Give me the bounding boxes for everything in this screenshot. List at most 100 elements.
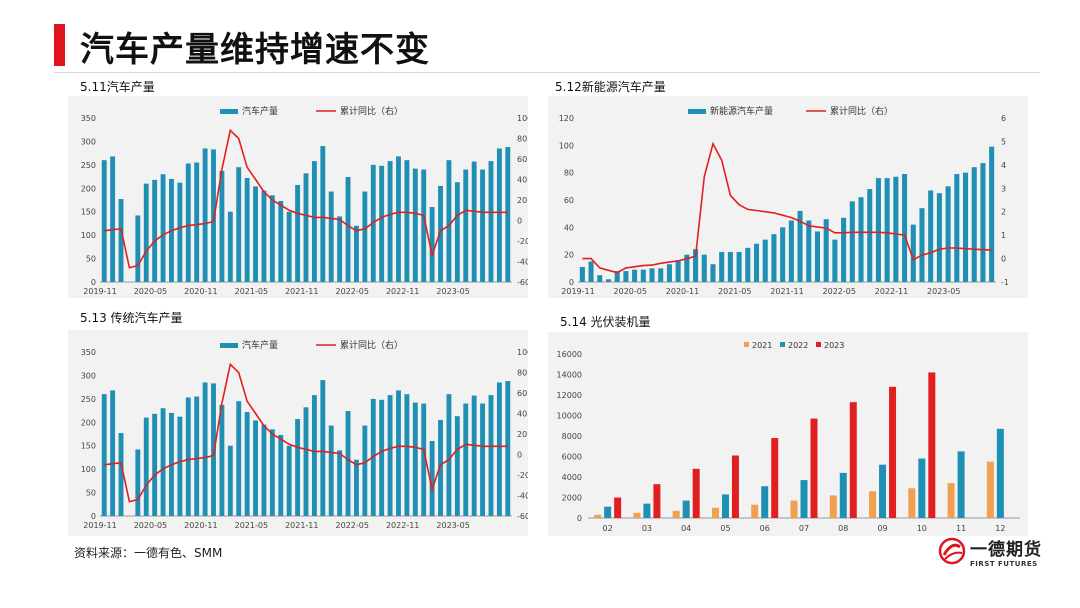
bar (421, 169, 427, 282)
x-tick-label: 2019-11 (561, 287, 594, 296)
left-tick-label: 250 (81, 395, 96, 404)
bar (236, 167, 242, 282)
bar (454, 182, 460, 282)
bar (227, 445, 233, 516)
bar (745, 247, 751, 282)
right-tick-label: -1 (1001, 278, 1009, 287)
bar-2023 (928, 372, 936, 518)
bar (152, 179, 158, 282)
right-tick-label: 0 (517, 451, 522, 460)
bar-2022 (996, 428, 1004, 518)
right-tick-label: 0 (517, 217, 522, 226)
bar (875, 178, 881, 282)
bar-2022 (839, 472, 847, 518)
bar (954, 174, 960, 282)
legend-label-line: 累计同比（右） (340, 105, 403, 117)
x-tick-label: 2020-05 (134, 521, 167, 530)
right-tick-label: -60 (517, 512, 528, 521)
right-tick-label: 4 (1001, 161, 1006, 170)
bar (893, 176, 899, 282)
bar-2021 (711, 507, 719, 518)
left-tick-label: 10000 (557, 412, 582, 421)
bar (387, 395, 393, 516)
x-tick-label: 09 (877, 524, 887, 533)
legend-swatch-2021 (744, 342, 749, 347)
bar (295, 185, 301, 282)
bar (884, 178, 890, 282)
pv-installation-chart: 0 2000 4000 6000 8000 10000 12000 14000 16000 02 0… (557, 341, 1020, 533)
right-tick-label: 40 (517, 176, 527, 185)
x-tick-label: 2022-05 (336, 521, 369, 530)
chart-panel-5-14: 0 2000 4000 6000 8000 10000 12000 14000 16000 02 0… (548, 332, 1028, 536)
bar (278, 434, 284, 516)
x-tick-label: 2022-05 (823, 287, 856, 296)
bar (135, 215, 141, 282)
bar-2021 (908, 488, 916, 518)
left-tick-label: 100 (81, 465, 96, 474)
right-tick-label: -20 (517, 471, 528, 480)
x-tick-label: 2022-11 (386, 521, 419, 530)
bar (328, 425, 334, 516)
x-tick-label: 06 (760, 524, 770, 533)
bar (244, 177, 250, 282)
right-tick-label: 6 (1001, 114, 1006, 123)
left-tick-label: 150 (81, 208, 96, 217)
cumulative-yoy-line (104, 128, 508, 269)
left-tick-label: 12000 (557, 391, 582, 400)
bar (160, 174, 166, 282)
cumulative-yoy-line (582, 141, 992, 274)
bar (496, 382, 502, 516)
bar (762, 239, 768, 282)
bar (910, 224, 916, 282)
bar (110, 156, 116, 282)
bar (219, 404, 225, 516)
legend-label-bar: 汽车产量 (242, 105, 278, 117)
x-tick-label: 2021-11 (285, 521, 318, 530)
legend-swatch-bar (688, 109, 706, 114)
legend-swatch-2023 (816, 342, 821, 347)
legend-label-line: 累计同比（右） (830, 105, 893, 117)
x-tick-label: 2019-11 (83, 287, 116, 296)
bar (632, 269, 638, 282)
bar (202, 148, 208, 282)
cumulative-yoy-line (104, 362, 508, 503)
source-note: 资料来源：一德有色、SMM (74, 546, 223, 560)
left-tick-label: 20 (564, 251, 574, 260)
bar-2023 (810, 418, 818, 518)
chart-label-5-11: 5.11汽车产量 (80, 80, 155, 94)
bar (980, 163, 986, 282)
left-tick-label: 40 (564, 223, 574, 232)
bar (614, 271, 620, 282)
bar (354, 459, 359, 516)
bar (471, 395, 477, 516)
left-tick-label: 200 (81, 418, 96, 427)
bar (867, 189, 873, 282)
bar (354, 225, 359, 282)
bar (771, 234, 777, 282)
x-tick-label: 2020-11 (184, 287, 217, 296)
bar (496, 148, 502, 282)
bar (701, 254, 707, 282)
left-tick-label: 120 (559, 114, 574, 123)
left-tick-label: 100 (559, 141, 574, 150)
bar (253, 186, 258, 282)
bar-2022 (957, 451, 965, 518)
right-tick-label: 40 (517, 410, 527, 419)
bar (387, 161, 393, 282)
bar (649, 268, 655, 282)
bar (463, 169, 469, 282)
bar (841, 217, 847, 282)
bar (989, 146, 995, 282)
left-tick-label: 0 (569, 278, 574, 287)
right-tick-label: -40 (517, 258, 528, 267)
x-tick-label: 03 (642, 524, 652, 533)
legend-label-2021: 2021 (752, 341, 772, 350)
legend-swatch-2022 (780, 342, 785, 347)
x-tick-label: 2021-05 (235, 287, 268, 296)
left-tick-label: 50 (86, 489, 96, 498)
left-tick-label: 50 (86, 255, 96, 264)
bar-2022 (643, 503, 651, 518)
bar-2022 (604, 506, 612, 518)
bar (684, 254, 690, 282)
bar (438, 185, 443, 282)
